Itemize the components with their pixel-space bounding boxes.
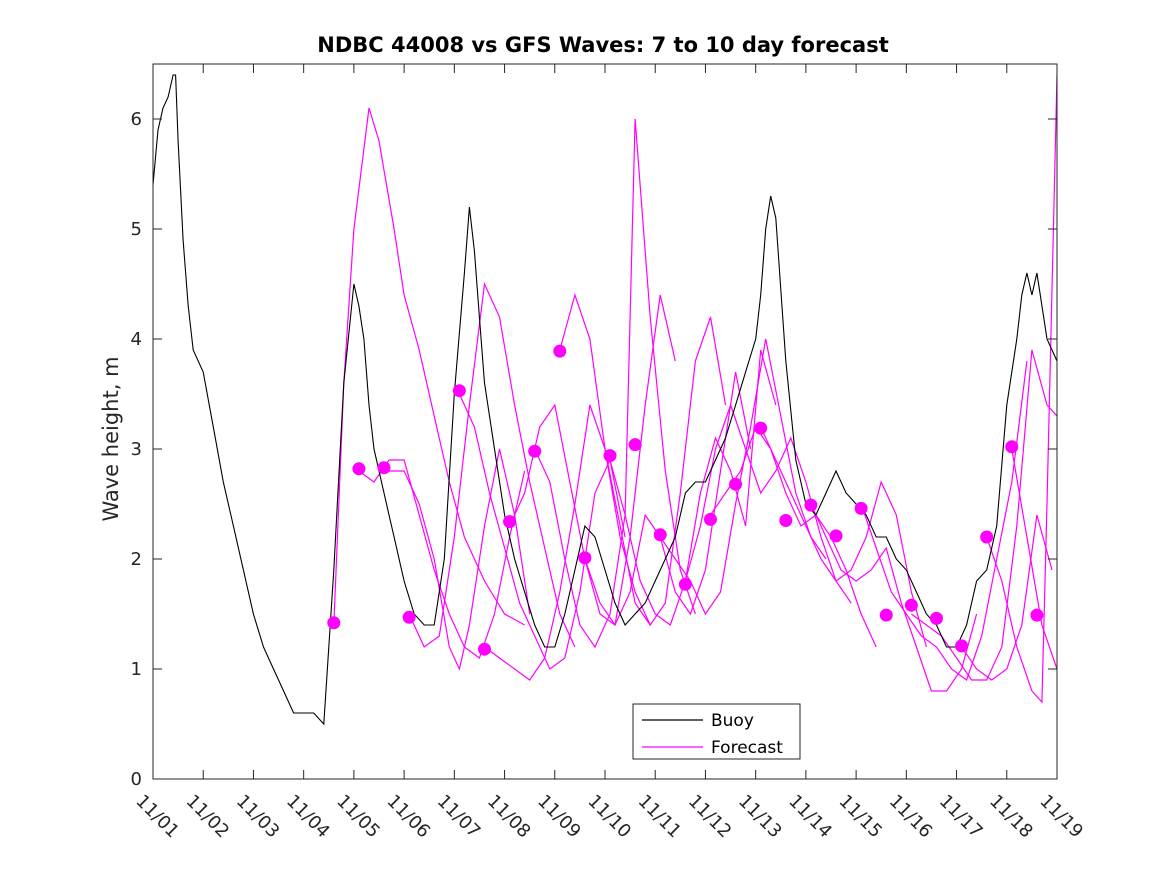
forecast-start-marker	[553, 344, 567, 358]
forecast-start-marker	[904, 598, 918, 612]
forecast-line-11	[609, 349, 777, 626]
plot-area	[153, 64, 1057, 779]
forecast-start-marker	[854, 501, 868, 515]
plot-background	[153, 64, 1057, 779]
forecast-line-21	[1011, 448, 1057, 670]
forecast-start-markers	[327, 344, 1044, 656]
forecast-start-marker	[678, 577, 692, 591]
forecast-start-marker	[1030, 608, 1044, 622]
forecast-line-17	[860, 360, 1028, 681]
forecast-start-marker	[829, 529, 843, 543]
forecast-start-marker	[452, 384, 466, 398]
y-axis-label: Wave height, m	[99, 356, 123, 521]
forecast-line-20	[986, 74, 1057, 704]
legend: Buoy Forecast	[632, 703, 801, 760]
legend-label-2: Forecast	[711, 738, 783, 758]
y-tick-label: 2	[131, 549, 142, 570]
y-tick-label: 1	[131, 659, 142, 680]
legend-label-1: Buoy	[711, 711, 754, 731]
forecast-start-marker	[628, 438, 642, 452]
forecast-line-15	[760, 426, 927, 648]
forecast-line-13	[684, 403, 852, 604]
forecast-start-marker	[603, 449, 617, 463]
forecast-start-marker	[402, 610, 416, 624]
forecast-start-marker	[327, 616, 341, 630]
forecast-line-16	[810, 503, 978, 692]
forecast-start-marker	[477, 642, 491, 656]
y-tick-label: 6	[131, 109, 142, 130]
forecast-start-marker	[377, 461, 391, 475]
forecast-line-6	[484, 404, 651, 681]
forecast-start-marker	[1005, 440, 1019, 454]
series-layer	[153, 74, 1057, 726]
buoy-line	[153, 74, 1057, 726]
y-tick-label: 4	[131, 329, 142, 350]
legend-box	[632, 703, 801, 760]
forecast-start-marker	[528, 444, 542, 458]
y-tick-label: 3	[131, 439, 142, 460]
forecast-line-9	[559, 292, 727, 627]
forecast-start-marker	[653, 528, 667, 542]
forecast-start-marker	[729, 477, 743, 491]
forecast-line-18	[911, 349, 1057, 681]
forecast-line-3	[384, 448, 531, 671]
forecast-start-marker	[804, 498, 818, 512]
forecast-start-marker	[980, 530, 994, 544]
forecast-start-marker	[578, 551, 592, 565]
forecast-runs	[333, 74, 1057, 704]
forecast-start-marker	[879, 608, 893, 622]
forecast-start-marker	[955, 639, 969, 653]
forecast-line-7	[509, 294, 676, 627]
forecast-start-marker	[779, 514, 793, 527]
buoy-series	[153, 74, 1057, 726]
forecast-line-19	[961, 514, 1053, 681]
forecast-start-marker	[503, 515, 517, 529]
forecast-line-8	[534, 118, 696, 649]
forecast-line-1	[333, 107, 525, 626]
forecast-start-marker	[703, 512, 717, 526]
forecast-line-4	[408, 281, 576, 648]
y-tick-label: 5	[131, 219, 142, 240]
forecast-start-marker	[352, 462, 366, 476]
forecast-line-14	[710, 425, 877, 648]
forecast-start-marker	[754, 421, 768, 435]
y-tick-label: 0	[131, 769, 142, 790]
forecast-line-5	[458, 393, 626, 670]
chart-title: NDBC 44008 vs GFS Waves: 7 to 10 day for…	[317, 33, 888, 57]
forecast-start-marker	[929, 611, 943, 625]
